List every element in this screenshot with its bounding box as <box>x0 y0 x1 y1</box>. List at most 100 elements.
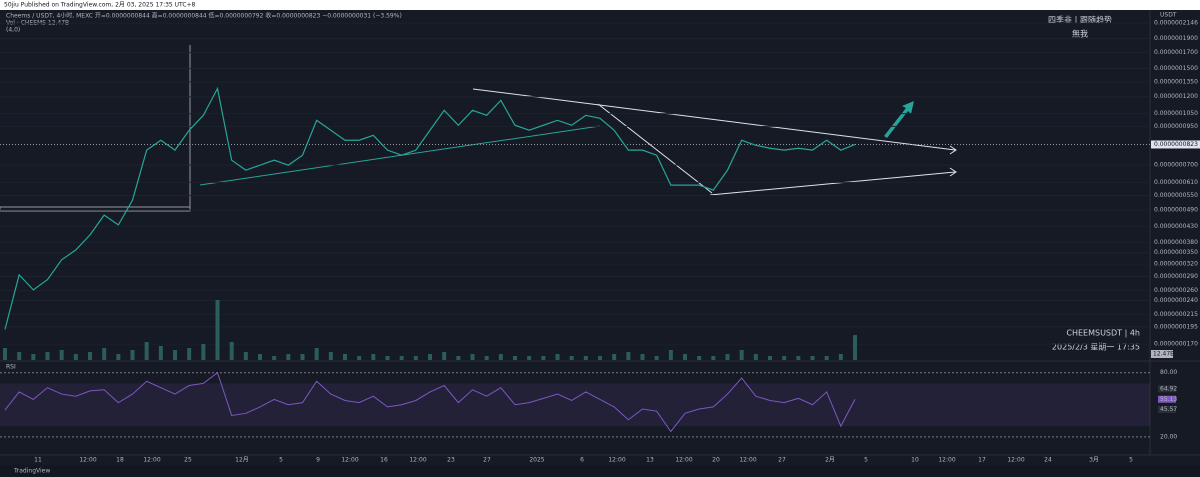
volume-bar <box>31 354 36 360</box>
volume-bar <box>343 354 347 360</box>
rsi-tag-label: 45.57 <box>1160 406 1177 413</box>
volume-tag <box>1151 350 1173 358</box>
rsi-tag-label: 55.13 <box>1160 396 1177 403</box>
volume-bar <box>300 354 305 360</box>
y-tick-label: 0.0000000430 <box>1154 223 1198 230</box>
x-tick-label: 27 <box>483 457 491 464</box>
volume-bar <box>810 356 815 360</box>
x-tick-label: 9 <box>316 457 320 464</box>
x-tick-label: 12:00 <box>341 457 358 464</box>
y-tick-label: 0.0000001500 <box>1154 65 1198 72</box>
trend-line <box>472 88 956 151</box>
volume-bar <box>399 356 404 360</box>
volume-bar <box>328 352 333 360</box>
volume-bar <box>17 352 22 360</box>
extra-line: (4,0) <box>6 27 20 34</box>
volume-bar <box>173 350 177 360</box>
y-tick-label: 0.0000000490 <box>1154 207 1198 214</box>
rsi-title: RSI <box>6 364 16 371</box>
volume-bar <box>158 346 163 360</box>
y-tick-label: 0.0000000320 <box>1154 261 1198 268</box>
watermark: 無我 <box>1072 29 1088 39</box>
volume-bar <box>753 354 758 360</box>
x-tick-label: 20 <box>712 457 720 464</box>
volume-bar <box>385 356 390 360</box>
y-tick-label: 0.0000000550 <box>1154 192 1198 199</box>
y-tick-label: 0.0000001200 <box>1154 93 1198 100</box>
volume-bar <box>371 354 376 360</box>
volume-bar <box>314 348 319 360</box>
x-tick-label: 11 <box>34 457 42 464</box>
volume-bar <box>442 352 447 360</box>
y-tick-label: 0.0000000195 <box>1154 323 1198 330</box>
volume-bar <box>187 348 192 360</box>
volume-bar <box>711 356 716 360</box>
volume-bar <box>470 354 475 360</box>
x-tick-label: 12:00 <box>938 457 955 464</box>
x-tick-label: 12月 <box>235 457 249 464</box>
volume-bar <box>598 356 602 360</box>
x-tick-label: 16 <box>380 457 388 464</box>
volume-bar <box>612 354 617 360</box>
volume-bar <box>654 356 659 360</box>
x-tick-label: 12:00 <box>608 457 625 464</box>
x-tick-label: 2月 <box>825 457 835 464</box>
x-tick-label: 12:00 <box>1007 457 1024 464</box>
x-tick-label: 2025 <box>529 457 544 464</box>
trend-lines <box>472 88 957 196</box>
x-tick-label: 5 <box>279 457 283 464</box>
x-tick-label: 13 <box>646 457 654 464</box>
volume-bar <box>144 342 149 360</box>
y-tick-label: 0.0000000170 <box>1154 341 1198 348</box>
y-tick-label: 0.0000001350 <box>1154 78 1198 85</box>
x-tick-label: 23 <box>447 457 455 464</box>
x-tick-label: 24 <box>1044 457 1052 464</box>
volume-bar <box>116 354 121 360</box>
volume-bar <box>357 356 362 360</box>
y-tick-label: 0.0000001050 <box>1154 110 1198 117</box>
x-tick-label: 12:00 <box>739 457 756 464</box>
volume-bar <box>243 352 248 360</box>
x-tick-label: 10 <box>911 457 919 464</box>
volume-bar <box>498 354 503 360</box>
y-tick-label: 0.0000000380 <box>1154 239 1198 246</box>
symbol-line: Cheems / USDT, 4小时, MEXC 开=0.0000000844 … <box>6 12 402 20</box>
volume-bar <box>697 356 702 360</box>
x-tick-label: 12:00 <box>143 457 160 464</box>
support-line <box>199 125 601 186</box>
last-price-label: 0.0000000823 <box>1154 141 1198 148</box>
y-tick-label: 0.0000000700 <box>1154 161 1198 168</box>
y-tick-label: 0.0000000215 <box>1154 311 1198 318</box>
y-tick-label: 0.0000000260 <box>1154 287 1198 294</box>
x-tick-label: 17 <box>978 457 986 464</box>
up-arrow <box>884 101 914 138</box>
arrow-head <box>949 145 957 155</box>
volume-bar <box>3 348 7 360</box>
volume-bar <box>583 356 588 360</box>
y-tick-label: 0.0000002146 <box>1154 20 1198 27</box>
volume-bar <box>413 356 418 360</box>
x-tick-label: 12:00 <box>409 457 426 464</box>
brand: TradingView <box>13 468 50 475</box>
volume-bar <box>640 354 645 360</box>
volume-bar <box>527 356 532 360</box>
top-bar <box>0 0 1200 10</box>
y-tick-label: 0.0000000350 <box>1154 249 1198 256</box>
x-tick-label: 5 <box>864 457 868 464</box>
volume-bar <box>668 350 673 360</box>
rsi-tag <box>1158 395 1176 403</box>
watermark-time: 2025/2/3 星期一 17:35 <box>1052 343 1140 352</box>
trend-line <box>597 103 713 194</box>
volume-bar <box>272 356 277 360</box>
x-tick-label: 6 <box>580 457 584 464</box>
y-tick-label: 0.0000000950 <box>1154 123 1198 130</box>
volume-bar <box>838 354 843 360</box>
rsi-tag <box>1158 405 1176 413</box>
volume-bar <box>286 354 291 360</box>
footer <box>0 465 1200 477</box>
x-tick-label: 25 <box>184 457 192 464</box>
y-tick-label: 0.0000000610 <box>1154 179 1198 186</box>
volume-bar <box>258 354 262 360</box>
volume-bar <box>725 354 730 360</box>
